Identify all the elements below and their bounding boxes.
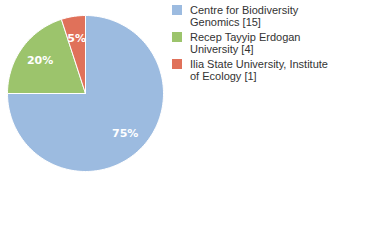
svg-text:75%: 75% <box>112 127 138 140</box>
svg-text:20%: 20% <box>27 54 53 67</box>
html-text:Ilia State University, Institu: Ilia State University, Institute of Ecol… <box>190 58 328 82</box>
svg-text:5%: 5% <box>67 32 86 45</box>
html-text:Centre for Biodiversity Genomi: Centre for Biodiversity Genomics [15] <box>190 4 299 28</box>
html-text:Recep Tayyip Erdogan Universit: Recep Tayyip Erdogan University [4] <box>190 31 301 55</box>
